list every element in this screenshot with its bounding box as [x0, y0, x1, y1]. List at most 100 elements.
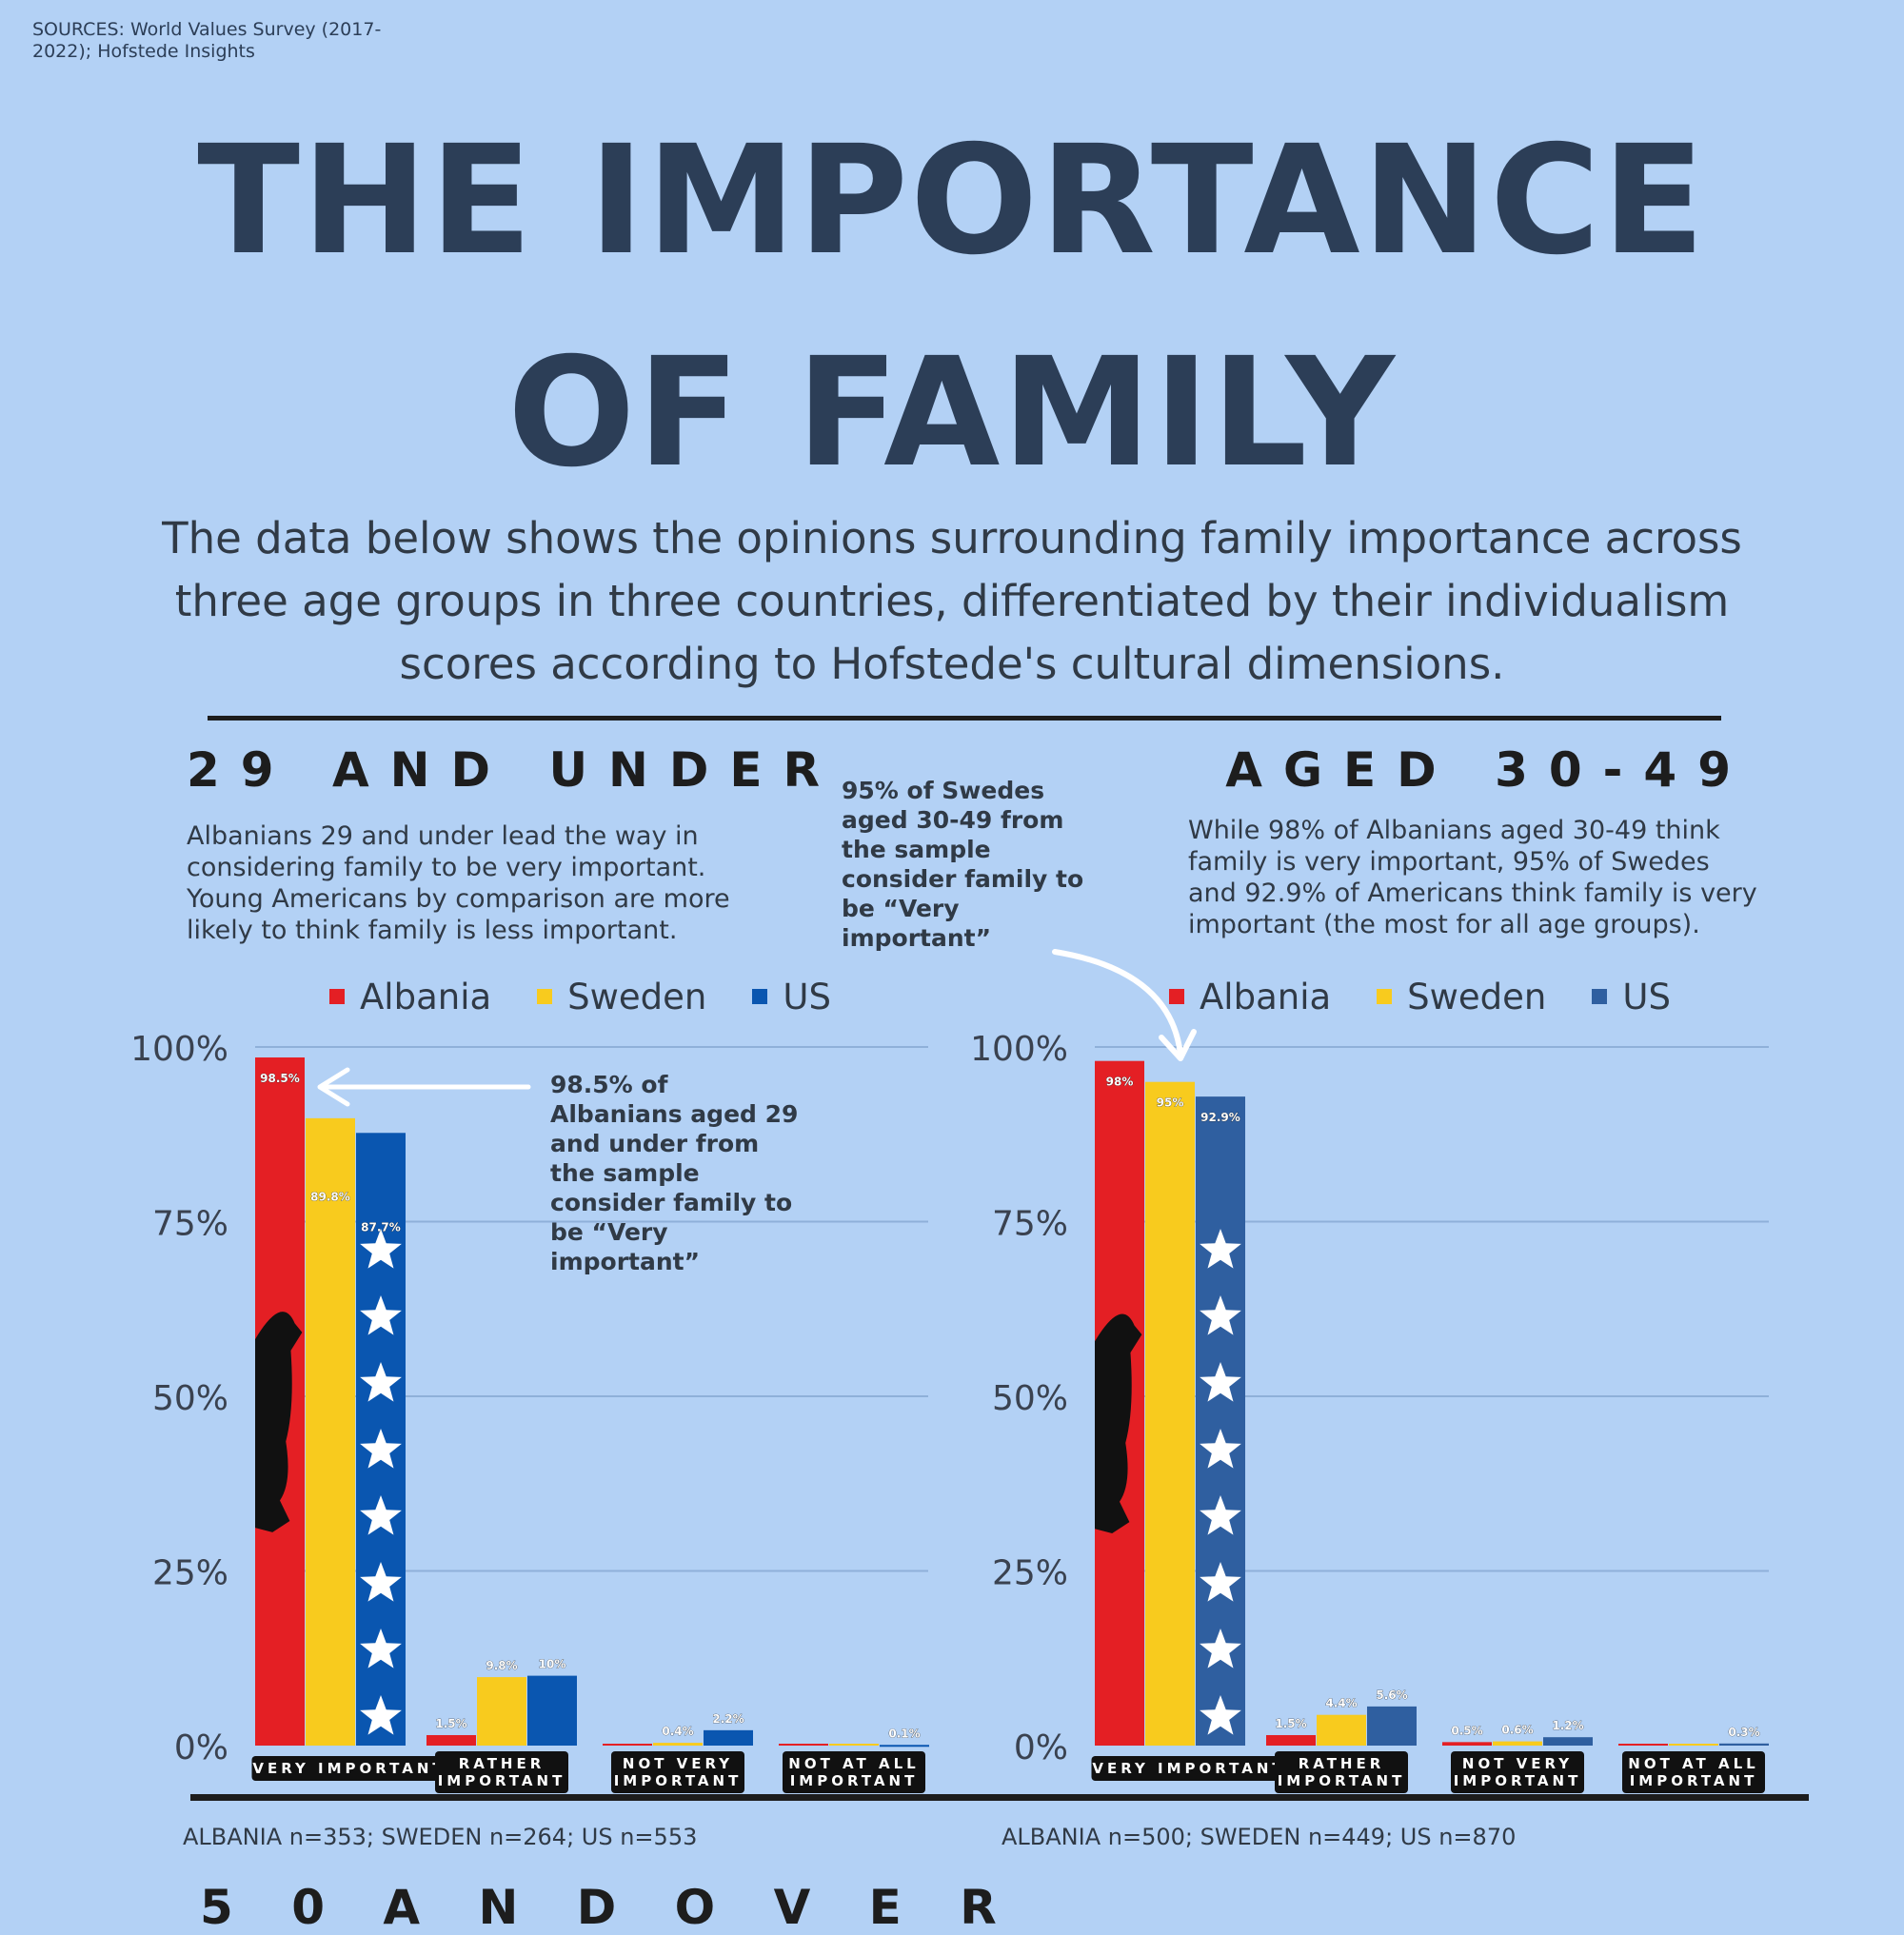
legend-item-sweden: Sweden: [1377, 977, 1546, 1017]
sample-size-29-and-under: ALBANIA n=353; SWEDEN n=264; US n=553: [183, 1824, 698, 1850]
bar-us: [1367, 1706, 1417, 1746]
bar-us: [1543, 1737, 1593, 1746]
data-label: 0.3%: [1728, 1726, 1759, 1739]
svg-text:NOT AT ALL: NOT AT ALL: [1628, 1755, 1758, 1772]
sources-note: SOURCES: World Values Survey (2017-2022)…: [32, 19, 382, 62]
category-label: VERY IMPORTANT: [1091, 1756, 1287, 1781]
data-label: 0.6%: [1501, 1724, 1533, 1737]
bar-sweden: [306, 1117, 355, 1746]
legend-left: Albania Sweden US: [329, 973, 877, 1020]
bar-albania: [1618, 1744, 1668, 1746]
eagle-icon: [1095, 1313, 1142, 1534]
svg-text:IMPORTANT: IMPORTANT: [1278, 1772, 1406, 1789]
chart-panel-1: 0% 25% 50% 75% 100% 98% 95% 92.9% VERY IMPORTANT…: [970, 1030, 1809, 1801]
heading-aged-30-49: AGED 30-49: [1225, 742, 1752, 798]
data-label: 4.4%: [1325, 1697, 1357, 1710]
bar-sweden: [1669, 1744, 1718, 1746]
legend-item-us: US: [752, 977, 831, 1017]
svg-text:NOT VERY: NOT VERY: [623, 1755, 733, 1772]
data-label: 1.2%: [1552, 1719, 1583, 1732]
data-label: 10%: [539, 1658, 566, 1671]
description-29-and-under: Albanians 29 and under lead the way in c…: [187, 821, 730, 945]
page-title-line-2: OF FAMILY: [507, 326, 1397, 501]
star-icon: [1200, 1229, 1241, 1269]
arrow-icon: [1052, 949, 1197, 1061]
data-label: 1.5%: [1275, 1717, 1306, 1730]
svg-text:VERY IMPORTANT: VERY IMPORTANT: [252, 1760, 446, 1777]
page-title-line-1: THE IMPORTANCE: [197, 113, 1707, 288]
star-icon: [1200, 1629, 1241, 1668]
y-tick-label: 0%: [1014, 1728, 1068, 1767]
chart-panel-0: 0% 25% 50% 75% 100% 98.5% 89.8% 87.7% VERY IMPOR…: [130, 1030, 1071, 1801]
callout-albania-29-under: 98.5% of Albanians aged 29 and under fro…: [550, 1071, 799, 1275]
y-tick-label: 75%: [992, 1205, 1068, 1244]
legend-swatch-albania: [1169, 989, 1184, 1004]
legend-label-sweden: Sweden: [1407, 976, 1547, 1017]
svg-text:VERY IMPORTANT: VERY IMPORTANT: [1092, 1760, 1285, 1777]
bar-sweden: [829, 1744, 879, 1746]
heading-29-and-under: 29 AND UNDER: [187, 742, 842, 798]
star-icon: [360, 1295, 402, 1335]
data-label: 5.6%: [1376, 1688, 1407, 1702]
svg-text:NOT AT ALL: NOT AT ALL: [788, 1755, 919, 1772]
svg-text:RATHER: RATHER: [459, 1755, 545, 1772]
section-divider: [208, 716, 1721, 721]
bar-us: [880, 1745, 929, 1747]
legend-label-sweden: Sweden: [567, 976, 707, 1017]
description-aged-30-49: While 98% of Albanians aged 30-49 think …: [1188, 816, 1757, 939]
data-label: 1.5%: [435, 1717, 466, 1730]
bar-albania: [426, 1734, 476, 1746]
bar-sweden: [1145, 1081, 1195, 1746]
y-tick-label: 25%: [152, 1554, 228, 1593]
star-icon: [360, 1695, 402, 1735]
svg-text:IMPORTANT: IMPORTANT: [1630, 1772, 1758, 1789]
star-icon: [360, 1229, 402, 1269]
bar-albania: [1442, 1742, 1492, 1746]
star-icon: [360, 1629, 402, 1668]
heading-50-and-over: 5 0 A N D O V E R: [200, 1880, 1018, 1935]
arrow-icon: [317, 1067, 531, 1107]
eagle-icon: [255, 1312, 303, 1532]
y-tick-label: 50%: [992, 1379, 1068, 1418]
bar-sweden: [1317, 1714, 1366, 1746]
star-icon: [1200, 1429, 1241, 1469]
data-label: 92.9%: [1200, 1111, 1240, 1124]
star-icon: [1200, 1562, 1241, 1602]
data-label: 98%: [1106, 1076, 1134, 1089]
legend-label-albania: Albania: [1200, 976, 1332, 1017]
star-icon: [1200, 1362, 1241, 1402]
y-tick-label: 100%: [130, 1030, 228, 1069]
x-axis-line: [190, 1794, 1071, 1801]
legend-swatch-sweden: [1377, 989, 1393, 1004]
legend-swatch-us: [1592, 989, 1608, 1004]
data-label: 0.5%: [1451, 1724, 1482, 1737]
bar-albania: [603, 1744, 652, 1746]
svg-text:NOT VERY: NOT VERY: [1462, 1755, 1573, 1772]
legend-swatch-albania: [329, 989, 345, 1004]
y-tick-label: 75%: [152, 1205, 228, 1244]
y-tick-label: 100%: [970, 1030, 1068, 1069]
bar-sweden: [1493, 1741, 1542, 1746]
legend-swatch-us: [752, 989, 768, 1004]
legend-swatch-sweden: [537, 989, 553, 1004]
bar-us: [704, 1729, 753, 1746]
y-tick-label: 0%: [174, 1728, 228, 1767]
data-label: 2.2%: [712, 1712, 744, 1726]
bar-sweden: [477, 1677, 526, 1746]
data-label: 89.8%: [310, 1190, 350, 1203]
x-axis-line: [1030, 1794, 1809, 1801]
bar-us: [1719, 1743, 1769, 1746]
category-label: VERY IMPORTANT: [251, 1756, 447, 1781]
svg-text:IMPORTANT: IMPORTANT: [614, 1772, 743, 1789]
legend-label-us: US: [1622, 976, 1671, 1017]
star-icon: [360, 1495, 402, 1535]
bar-us: [527, 1675, 577, 1746]
star-icon: [1200, 1495, 1241, 1535]
